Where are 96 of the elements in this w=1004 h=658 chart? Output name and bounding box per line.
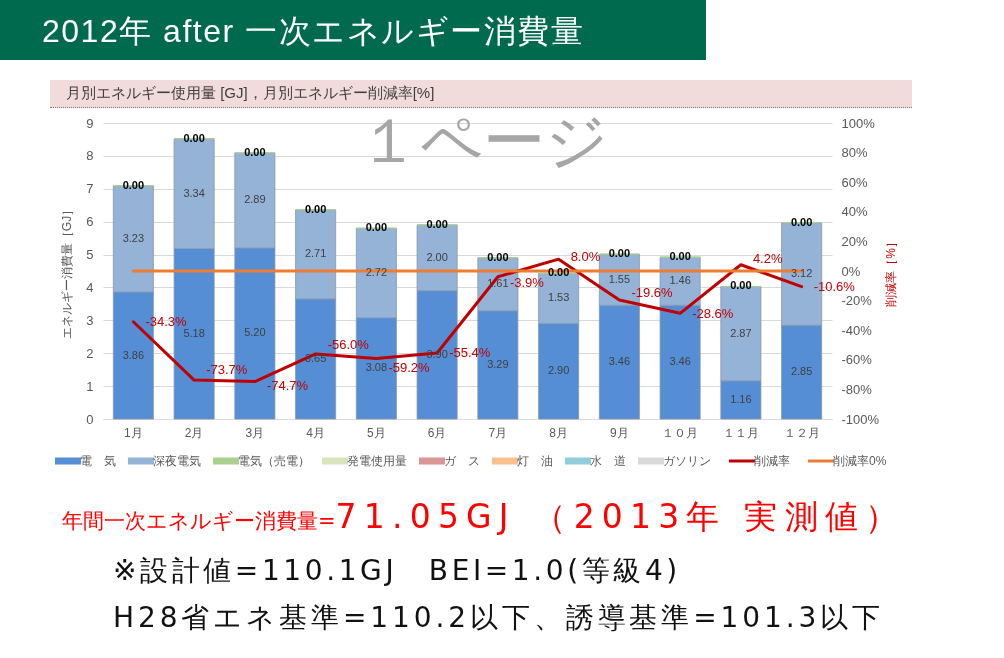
- data-label: -19.6%: [631, 284, 674, 300]
- chart-title: 2012年 after 一次エネルギー消費量: [42, 12, 584, 51]
- data-label: 2.00: [426, 250, 448, 263]
- x-tick-label: 4月: [306, 425, 325, 440]
- data-label: -73.7%: [206, 362, 248, 378]
- data-label: 3.12: [790, 266, 813, 279]
- y2-tick-label: 20%: [841, 233, 868, 249]
- y-tick-label: 3: [86, 312, 94, 328]
- chart-subtitle: 月別エネルギー使用量 [GJ]，月別エネルギー削減率[%]: [66, 84, 435, 103]
- data-label: 0.00: [730, 279, 752, 292]
- x-tick-label: 7月: [488, 425, 508, 440]
- y-tick-label: 9: [86, 115, 94, 131]
- y-tick-label: 4: [86, 279, 94, 295]
- text: H28省エネ基準=110.2以下、誘導基準=101.3以下: [113, 601, 885, 634]
- x-tick-label: １１月: [722, 425, 759, 440]
- data-label: 0.00: [487, 250, 509, 263]
- data-label: 4.2%: [752, 251, 783, 267]
- legend-label: 水 道: [590, 454, 626, 468]
- text: 71.05GJ （2013年 実測値）: [335, 497, 906, 536]
- data-label: -59.2%: [388, 359, 431, 375]
- legend-label: 電 気: [80, 454, 116, 468]
- data-label: 2.87: [730, 326, 752, 339]
- legend-label: 深夜電気: [153, 454, 201, 468]
- legend-label: 削減率: [754, 454, 790, 468]
- data-label: 0.00: [608, 247, 631, 260]
- x-tick-label: 8月: [549, 425, 568, 440]
- annotation: １ページ: [358, 104, 608, 177]
- data-label: 1.16: [730, 392, 752, 405]
- data-label: 3.34: [183, 186, 205, 199]
- data-label: 3.23: [122, 231, 145, 244]
- data-label: 0.00: [669, 250, 691, 263]
- data-label: 5.20: [244, 326, 266, 339]
- y-tick-label: 1: [86, 378, 94, 394]
- legend-label: ガソリン: [663, 454, 711, 468]
- data-label: 8.0%: [570, 249, 601, 265]
- y2-tick-label: 40%: [841, 204, 868, 220]
- data-label: -74.7%: [266, 378, 309, 394]
- data-label: -28.6%: [692, 305, 734, 321]
- x-tick-label: 9月: [610, 425, 629, 440]
- data-label: 3.86: [122, 348, 145, 361]
- x-tick-label: 6月: [427, 425, 447, 440]
- legend-label: 電気（売電）: [238, 454, 310, 468]
- data-label: 0.00: [304, 202, 327, 215]
- y-axis-title: エネルギー消費量［GJ］: [60, 203, 75, 340]
- data-label: 0.00: [183, 131, 205, 144]
- x-tick-label: 3月: [245, 425, 265, 440]
- text: 年間一次エネルギー消費量=: [62, 509, 336, 533]
- y-tick-label: 5: [86, 247, 94, 263]
- y2-tick-label: -100%: [841, 411, 880, 427]
- y2-tick-label: -80%: [841, 381, 873, 397]
- y2-axis-title: 削減率［%］: [884, 236, 899, 307]
- data-label: 0.00: [244, 145, 266, 158]
- y2-tick-label: 60%: [841, 174, 868, 190]
- data-label: 3.29: [487, 357, 509, 370]
- data-label: 2.89: [244, 193, 266, 206]
- data-label: 2.72: [365, 265, 388, 278]
- data-label: 1.46: [669, 274, 691, 287]
- x-tick-label: 2月: [184, 425, 204, 440]
- data-label: 1.53: [547, 291, 570, 304]
- y-tick-label: 0: [86, 411, 94, 427]
- data-label: 0.00: [365, 221, 388, 234]
- data-label: 3.46: [608, 355, 631, 368]
- y2-tick-label: -40%: [841, 322, 873, 338]
- y2-tick-label: 80%: [841, 145, 868, 161]
- y-tick-label: 2: [86, 345, 94, 361]
- y-tick-label: 6: [86, 214, 94, 230]
- data-label: -55.4%: [449, 344, 491, 360]
- y-tick-label: 7: [86, 181, 94, 197]
- x-tick-label: １０月: [662, 425, 699, 440]
- x-tick-label: 5月: [367, 425, 386, 440]
- y2-tick-label: -20%: [841, 293, 873, 309]
- data-label: 1.55: [608, 272, 631, 285]
- y-tick-label: 8: [86, 148, 94, 164]
- data-label: 2.90: [547, 364, 570, 377]
- data-label: 3.46: [669, 355, 691, 368]
- data-label: 2.71: [304, 247, 327, 260]
- data-label: 3.08: [365, 361, 388, 374]
- x-tick-label: 1月: [124, 425, 143, 440]
- x-tick-label: １２月: [783, 425, 820, 440]
- data-label: 0.00: [547, 266, 570, 279]
- data-label: -3.9%: [509, 275, 545, 291]
- legend-label: ガ ス: [444, 454, 480, 468]
- y2-tick-label: 100%: [841, 115, 876, 131]
- data-label: 0.00: [122, 178, 145, 191]
- data-label: -10.6%: [813, 278, 856, 294]
- y2-tick-label: 0%: [841, 263, 861, 279]
- text: ※設計値=110.1GJ BEI=1.0(等級4): [113, 554, 681, 587]
- data-label: 2.85: [790, 365, 813, 378]
- data-label: 5.18: [183, 326, 205, 339]
- legend-label: 削減率0%: [833, 454, 887, 468]
- data-label: -34.3%: [145, 313, 188, 329]
- legend-label: 発電使用量: [347, 454, 407, 468]
- data-label: 0.00: [426, 217, 448, 230]
- data-label: 0.00: [790, 215, 813, 228]
- legend-label: 灯 油: [517, 454, 553, 468]
- y2-tick-label: -60%: [841, 352, 873, 368]
